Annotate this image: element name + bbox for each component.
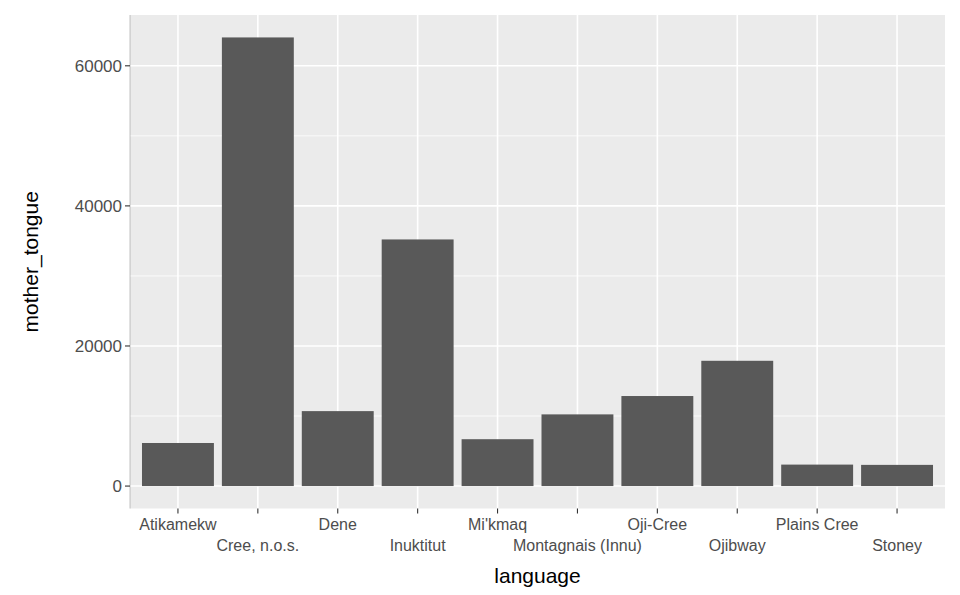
- tick: [817, 509, 818, 514]
- tick: [125, 486, 130, 487]
- tick-label: Inuktitut: [390, 537, 447, 554]
- bars: [142, 37, 933, 486]
- tick-label: Ojibway: [709, 537, 766, 554]
- bar: [302, 411, 374, 486]
- bar: [462, 439, 534, 486]
- tick-label: Mi'kmaq: [468, 516, 527, 533]
- tick: [337, 509, 338, 514]
- chart: 0 20000 40000 60000 Atikamekw Cree, n.o.s. Den…: [0, 0, 960, 595]
- bar: [222, 37, 294, 486]
- tick: [125, 345, 130, 346]
- bar: [701, 361, 773, 486]
- bar: [382, 239, 454, 486]
- tick: [897, 509, 898, 514]
- tick: [497, 509, 498, 514]
- tick: [125, 205, 130, 206]
- tick: [125, 65, 130, 66]
- bar: [621, 396, 693, 486]
- bar: [861, 465, 933, 486]
- tick-label: 60000: [75, 57, 122, 76]
- bar: [142, 443, 214, 486]
- grid-line: [177, 15, 179, 509]
- tick-label: Plains Cree: [776, 516, 859, 533]
- tick: [737, 509, 738, 514]
- tick: [577, 509, 578, 514]
- grid-line: [896, 15, 898, 509]
- grid-line: [497, 15, 499, 509]
- tick-label: 20000: [75, 337, 122, 356]
- tick-label: Oji-Cree: [628, 516, 688, 533]
- panel-background: [130, 15, 945, 509]
- y-axis-line: [130, 15, 131, 509]
- grid-line: [816, 15, 818, 509]
- axis-title: mother_tongue: [19, 191, 43, 332]
- tick-label: 0: [113, 477, 122, 496]
- bar: [781, 465, 853, 486]
- axis-title: language: [494, 564, 580, 587]
- tick-label: Dene: [319, 516, 357, 533]
- tick: [657, 509, 658, 514]
- tick-label: Montagnais (Innu): [513, 537, 642, 554]
- tick-label: 40000: [75, 197, 122, 216]
- bar: [541, 414, 613, 486]
- tick-label: Atikamekw: [139, 516, 217, 533]
- tick: [257, 509, 258, 514]
- tick: [177, 509, 178, 514]
- tick-label: Stoney: [872, 537, 922, 554]
- tick: [417, 509, 418, 514]
- tick-label: Cree, n.o.s.: [216, 537, 299, 554]
